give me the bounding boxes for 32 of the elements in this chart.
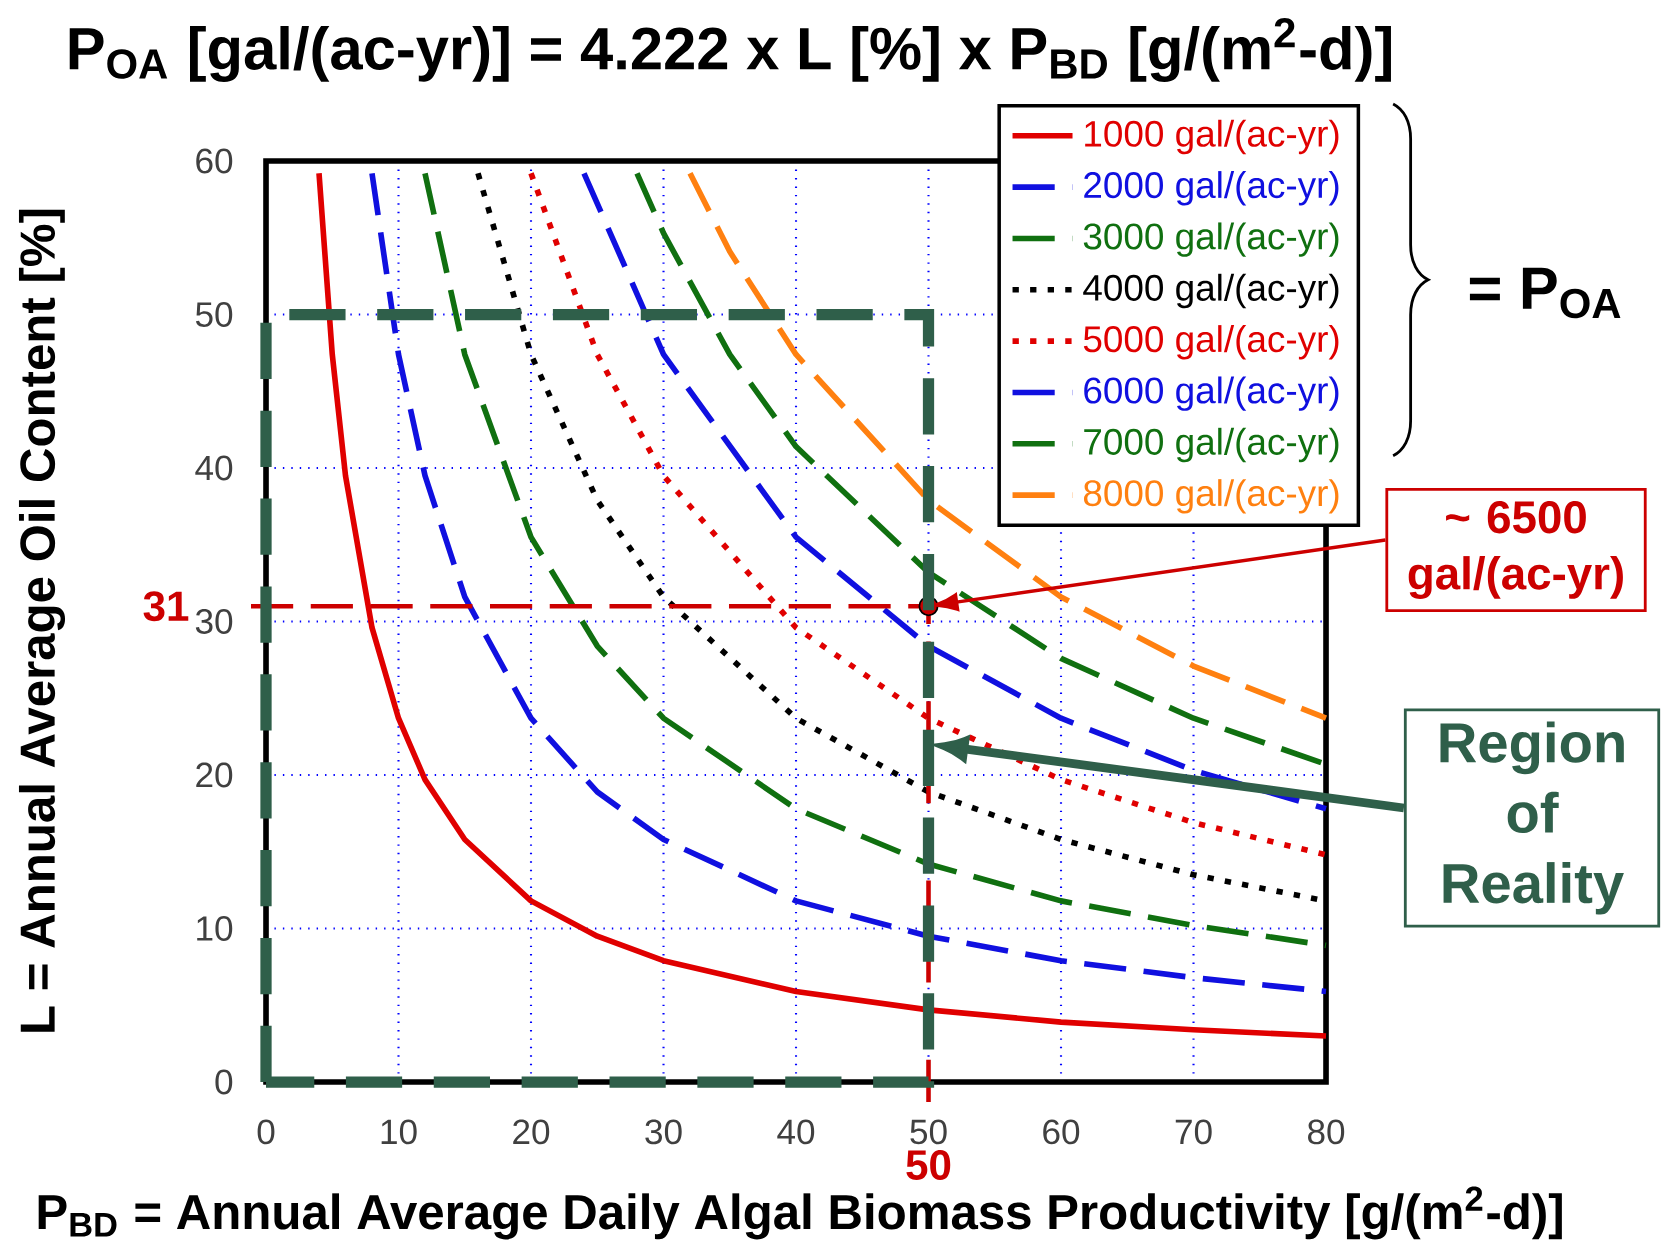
legend-label: 6000 gal/(ac-yr) — [1084, 376, 1339, 411]
y-tick-label: 0 — [215, 1069, 233, 1095]
ref-line-label: 31 — [143, 591, 189, 622]
legend-label: 3000 gal/(ac-yr) — [1083, 222, 1339, 257]
legend-label: 8000 gal/(ac-yr) — [1083, 479, 1339, 514]
legend-label: 5000 gal/(ac-yr) — [1083, 325, 1339, 360]
y-tick-label: 50 — [195, 302, 233, 327]
y-tick-label: 40 — [195, 455, 233, 481]
x-tick-label: 10 — [381, 1119, 417, 1145]
y-tick-label: 10 — [197, 916, 233, 941]
text: ~ 6500 gal/(ac-yr) — [1408, 501, 1623, 599]
x-tick-label: 70 — [1175, 1119, 1212, 1145]
legend-label: 2000 gal/(ac-yr) — [1084, 171, 1339, 206]
text: Region of Reality — [1440, 721, 1624, 915]
legend-label: 1000 gal/(ac-yr) — [1085, 119, 1339, 155]
chart-title: P$_{OA}$ [gal/(ac-yr)] = 4.222 x L [%] x P$_{BD}$ [g/(m$^{2}$-d)] — [69, 18, 1391, 82]
x-tick-label: 50 — [910, 1119, 947, 1145]
y-axis-title: L = Annual Average Oil Content [%] — [18, 209, 66, 1032]
legend-label: 7000 gal/(ac-yr) — [1084, 427, 1339, 463]
x-tick-label: 0 — [257, 1119, 275, 1145]
y-tick-label: 20 — [196, 762, 233, 788]
y-tick-label: 60 — [196, 148, 233, 174]
legend-label: 4000 gal/(ac-yr) — [1083, 273, 1339, 309]
x-tick-label: 80 — [1308, 1119, 1345, 1145]
y-tick-label: 30 — [195, 609, 233, 634]
x-tick-label: 30 — [645, 1119, 682, 1145]
x-tick-label: 60 — [1043, 1119, 1080, 1145]
x-axis-title: P$_{BD}$ = Annual Average Daily Algal Biomass Productivity [g/(m$^{2}$-d)] — [38, 1186, 1562, 1240]
ref-line-label: 50 — [906, 1150, 951, 1180]
x-tick-label: 20 — [513, 1119, 550, 1145]
x-tick-label: 40 — [777, 1119, 815, 1145]
text: = P$_{OA}$ — [1469, 267, 1621, 319]
